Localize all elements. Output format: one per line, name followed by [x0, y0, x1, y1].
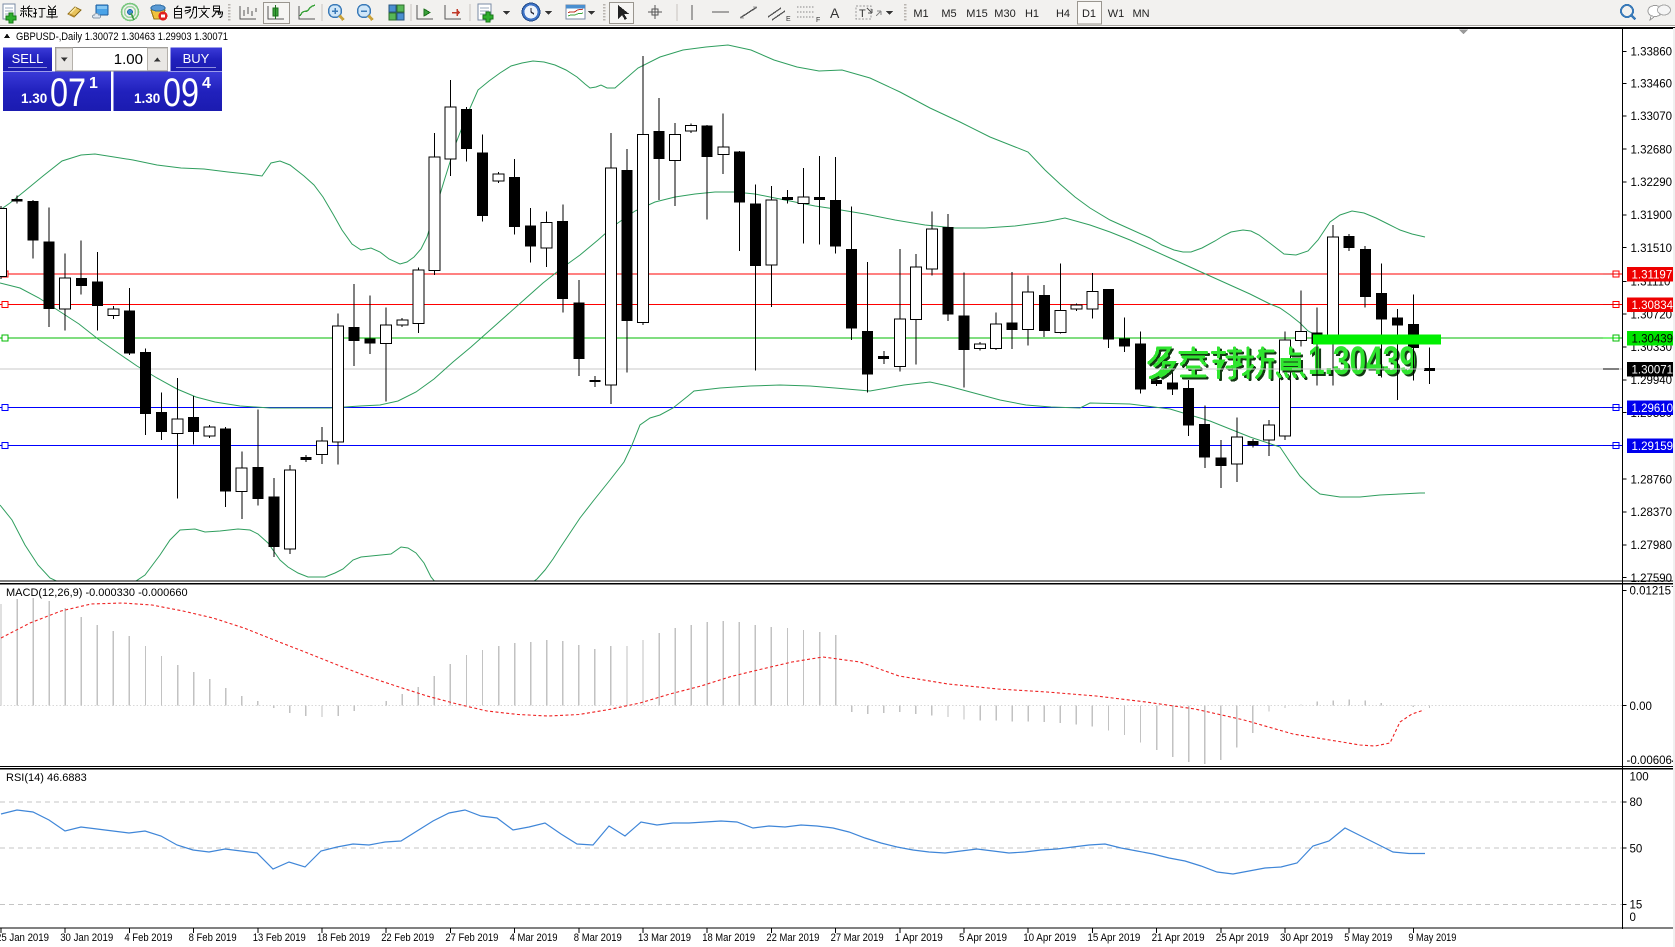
svg-text:1.30439: 1.30439: [1308, 339, 1416, 383]
svg-text:1.30834: 1.30834: [1632, 300, 1674, 312]
svg-text:1 Apr 2019: 1 Apr 2019: [895, 932, 943, 944]
svg-text:1.31900: 1.31900: [1631, 210, 1673, 222]
svg-text:4 Feb 2019: 4 Feb 2019: [124, 932, 172, 944]
svg-text:13 Feb 2019: 13 Feb 2019: [253, 932, 306, 944]
svg-text:M5: M5: [941, 8, 956, 20]
svg-text:D1: D1: [1082, 8, 1096, 20]
svg-text:27 Feb 2019: 27 Feb 2019: [445, 932, 498, 944]
svg-text:80: 80: [1630, 797, 1643, 809]
svg-text:1.30: 1.30: [21, 91, 47, 106]
svg-text:1.33860: 1.33860: [1631, 47, 1673, 59]
svg-text:1.33070: 1.33070: [1631, 111, 1673, 123]
svg-text:1.27980: 1.27980: [1631, 540, 1673, 552]
svg-text:27 Mar 2019: 27 Mar 2019: [831, 932, 884, 944]
svg-text:A: A: [830, 5, 840, 21]
svg-text:1.29159: 1.29159: [1632, 441, 1674, 453]
svg-text:H1: H1: [1025, 8, 1039, 20]
svg-text:1.31510: 1.31510: [1631, 243, 1673, 255]
svg-text:15: 15: [1630, 900, 1643, 912]
svg-text:E: E: [786, 16, 791, 23]
svg-text:5 May 2019: 5 May 2019: [1344, 932, 1392, 944]
svg-text:4 Mar 2019: 4 Mar 2019: [510, 932, 558, 944]
svg-text:0.00: 0.00: [1630, 701, 1652, 713]
svg-text:8 Feb 2019: 8 Feb 2019: [189, 932, 237, 944]
svg-text:GBPUSD-,Daily 1.30072 1.30463: GBPUSD-,Daily 1.30072 1.30463 1.29903 1.…: [16, 31, 228, 43]
svg-text:MN: MN: [1132, 8, 1149, 20]
svg-text:W1: W1: [1108, 8, 1125, 20]
svg-text:-0.006064: -0.006064: [1627, 755, 1675, 767]
svg-text:1.30439: 1.30439: [1632, 333, 1674, 345]
svg-text:MACD(12,26,9) -0.000330 -0.000: MACD(12,26,9) -0.000330 -0.000660: [6, 587, 188, 599]
svg-text:1.30439: 1.30439: [1310, 341, 1418, 385]
svg-text:M30: M30: [994, 8, 1015, 20]
svg-text:H4: H4: [1056, 8, 1070, 20]
svg-text:18 Mar 2019: 18 Mar 2019: [702, 932, 755, 944]
svg-text:1.29940: 1.29940: [1631, 375, 1673, 387]
svg-text:1.31197: 1.31197: [1632, 270, 1673, 282]
svg-text:13 Mar 2019: 13 Mar 2019: [638, 932, 691, 944]
svg-text:22 Mar 2019: 22 Mar 2019: [766, 932, 819, 944]
svg-text:F: F: [816, 17, 820, 24]
svg-text:09: 09: [163, 71, 199, 115]
svg-text:SELL: SELL: [12, 51, 44, 66]
svg-text:15 Apr 2019: 15 Apr 2019: [1087, 932, 1140, 944]
svg-text:10 Apr 2019: 10 Apr 2019: [1023, 932, 1076, 944]
svg-text:9 May 2019: 9 May 2019: [1408, 932, 1456, 944]
svg-text:50: 50: [1630, 843, 1643, 855]
svg-text:1.00: 1.00: [114, 51, 143, 68]
svg-text:BUY: BUY: [183, 51, 210, 66]
svg-text:T: T: [859, 8, 866, 20]
svg-text:07: 07: [50, 71, 86, 115]
svg-text:100: 100: [1630, 771, 1649, 783]
svg-text:0.012157: 0.012157: [1630, 586, 1675, 598]
svg-text:1.30720: 1.30720: [1631, 309, 1673, 321]
svg-text:25 Apr 2019: 25 Apr 2019: [1216, 932, 1269, 944]
svg-text:M1: M1: [913, 8, 928, 20]
svg-text:22 Feb 2019: 22 Feb 2019: [381, 932, 434, 944]
svg-text:RSI(14) 46.6883: RSI(14) 46.6883: [6, 772, 87, 784]
svg-text:1.32680: 1.32680: [1631, 144, 1673, 156]
svg-text:1: 1: [89, 75, 98, 92]
svg-text:21 Apr 2019: 21 Apr 2019: [1152, 932, 1205, 944]
svg-text:1.33460: 1.33460: [1631, 79, 1673, 91]
svg-text:1.27590: 1.27590: [1631, 573, 1673, 585]
svg-text:25 Jan 2019: 25 Jan 2019: [0, 932, 49, 944]
svg-text:1.30: 1.30: [134, 91, 160, 106]
svg-text:0: 0: [1630, 912, 1636, 924]
svg-text:18 Feb 2019: 18 Feb 2019: [317, 932, 370, 944]
svg-text:1.28370: 1.28370: [1631, 507, 1673, 519]
svg-text:M15: M15: [966, 8, 987, 20]
svg-text:1.28760: 1.28760: [1631, 474, 1673, 486]
svg-text:30 Jan 2019: 30 Jan 2019: [60, 932, 113, 944]
svg-text:1.32290: 1.32290: [1631, 177, 1673, 189]
svg-text:1.30071: 1.30071: [1632, 364, 1674, 376]
svg-text:5 Apr 2019: 5 Apr 2019: [959, 932, 1007, 944]
svg-text:8 Mar 2019: 8 Mar 2019: [574, 932, 622, 944]
svg-text:1.29610: 1.29610: [1632, 403, 1674, 415]
svg-text:30 Apr 2019: 30 Apr 2019: [1280, 932, 1333, 944]
svg-text:4: 4: [202, 75, 211, 92]
